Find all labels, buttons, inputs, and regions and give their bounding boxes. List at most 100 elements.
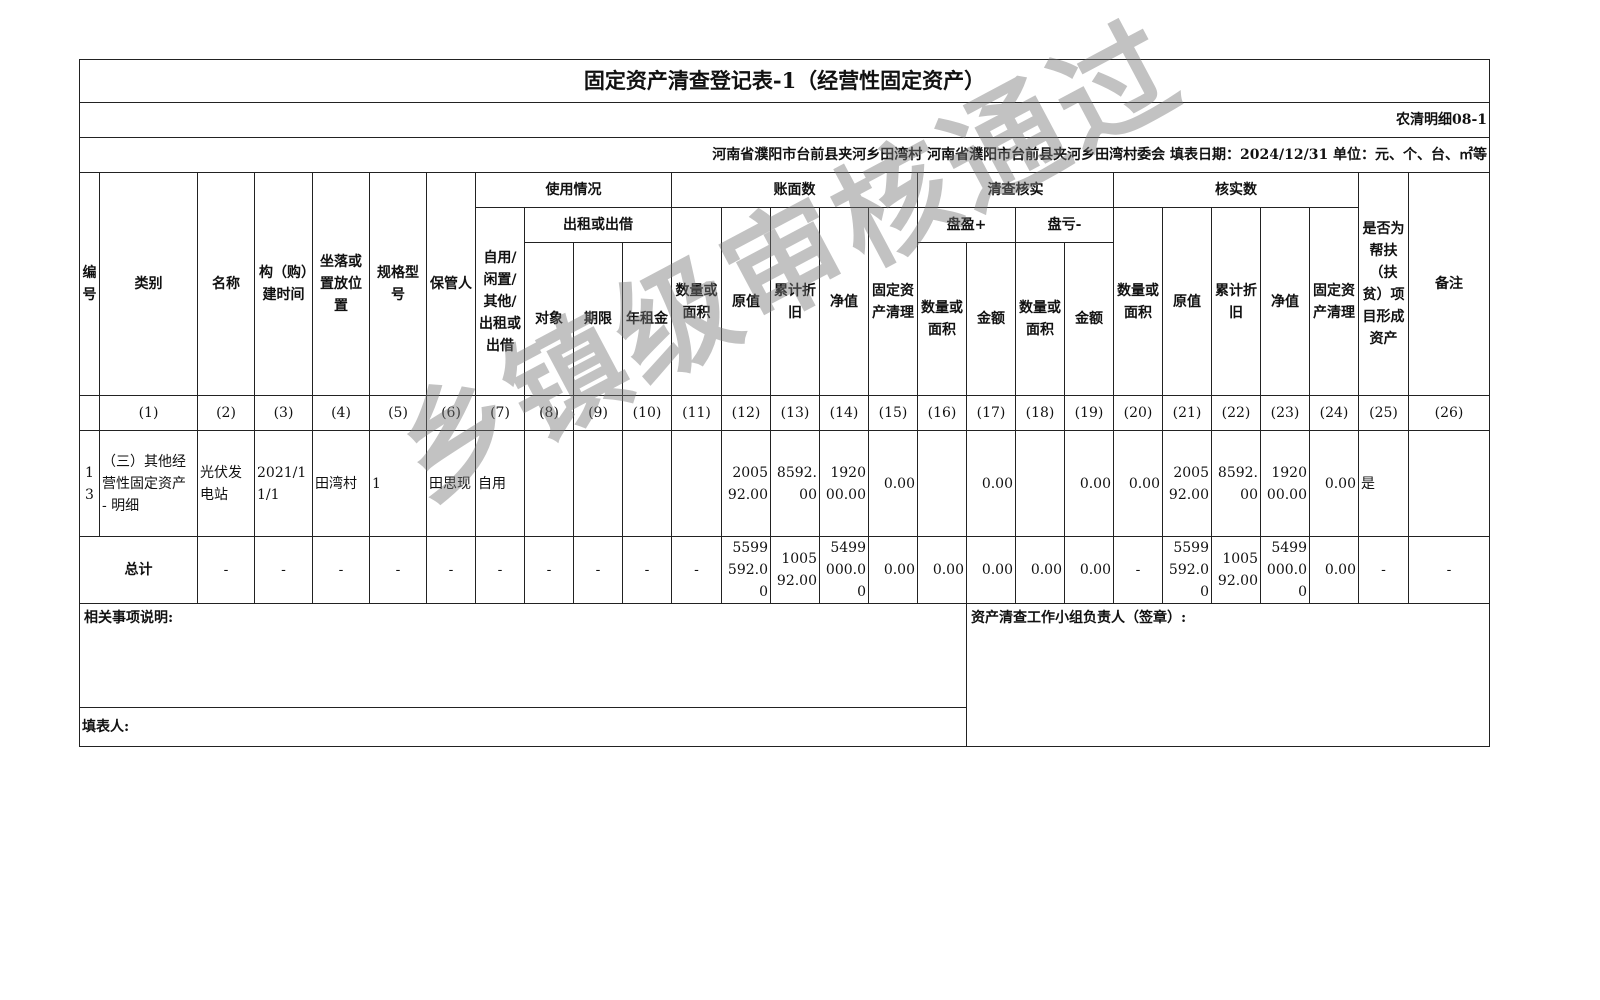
column-number: (3): [254, 395, 313, 431]
form-code: 农清明细08-1: [78, 102, 1491, 138]
table-cell: 自用: [475, 430, 525, 537]
total-cell: 5599592.00: [721, 536, 771, 604]
preparer-label: 填表人:: [82, 719, 130, 735]
total-cell: -: [524, 536, 574, 604]
header-lease: 出租或出借: [524, 207, 672, 243]
column-number: (10): [622, 395, 672, 431]
header-ver-qty: 数量或面积: [1113, 207, 1163, 396]
column-number: (6): [426, 395, 476, 431]
header-usage: 使用情况: [475, 172, 672, 208]
column-number: (16): [917, 395, 967, 431]
header-loss-qty: 数量或面积: [1015, 242, 1065, 396]
header-book-clear: 固定资产清理: [868, 207, 918, 396]
header-ver-net: 净值: [1260, 207, 1310, 396]
notes-field: 相关事项说明:: [79, 603, 967, 708]
column-number: (20): [1113, 395, 1163, 431]
table-cell: （三）其他经营性固定资产 - 明细: [99, 430, 198, 537]
table-cell: 田思现: [426, 430, 476, 537]
column-number: (19): [1064, 395, 1114, 431]
column-number: (14): [819, 395, 869, 431]
column-number: (11): [671, 395, 722, 431]
header-category: 类别: [99, 172, 198, 396]
column-number: (13): [770, 395, 820, 431]
preparer-field: 填表人:: [79, 707, 967, 747]
report-meta: 河南省濮阳市台前县夹河乡田湾村 河南省濮阳市台前县夹河乡田湾村委会 填表日期：2…: [78, 137, 1491, 173]
column-number: (25): [1358, 395, 1409, 431]
header-ver-clear: 固定资产清理: [1309, 207, 1359, 396]
table-cell: 192000.00: [819, 430, 869, 537]
column-number: (17): [966, 395, 1016, 431]
header-no: 编号: [79, 172, 100, 396]
total-cell: 100592.00: [770, 536, 820, 604]
notes-label: 相关事项说明:: [84, 610, 174, 626]
table-cell: 田湾村: [312, 430, 370, 537]
asset-register-table: 固定资产清查登记表-1（经营性固定资产） 农清明细08-1 河南省濮阳市台前县夹…: [78, 59, 1491, 747]
table-row: 13 （三）其他经营性固定资产 - 明细 光伏发电站 2021/11/1 田湾村 1 田思…: [79, 430, 1491, 537]
column-number: (9): [573, 395, 623, 431]
total-cell: -: [622, 536, 672, 604]
column-number-row: (1) (2) (3) (4) (5) (6) (7) (8) (9) (10) (11) (12)(…: [79, 395, 1491, 431]
column-number: (18): [1015, 395, 1065, 431]
column-number: (4): [312, 395, 370, 431]
header-location: 坐落或置放位置: [312, 172, 370, 396]
header-book-depr: 累计折旧: [770, 207, 820, 396]
header-loss: 盘亏-: [1015, 207, 1114, 243]
header-surplus: 盘盈+: [917, 207, 1016, 243]
total-cell: -: [197, 536, 255, 604]
header-poverty: 是否为帮扶（扶贫）项目形成资产: [1358, 172, 1409, 396]
total-cell: -: [254, 536, 313, 604]
total-cell: -: [1358, 536, 1409, 604]
total-cell: -: [1113, 536, 1163, 604]
total-label: 总计: [79, 536, 198, 604]
table-cell: 0.00: [966, 430, 1016, 537]
total-cell: 5499000.00: [819, 536, 869, 604]
total-cell: -: [369, 536, 427, 604]
column-number: (12): [721, 395, 771, 431]
total-cell: 100592.00: [1211, 536, 1261, 604]
total-cell: 0.00: [1064, 536, 1114, 604]
header-spec: 规格型号: [369, 172, 427, 396]
header-target: 对象: [524, 242, 574, 396]
table-cell: 200592.00: [1162, 430, 1212, 537]
total-cell: -: [312, 536, 370, 604]
table-cell: 200592.00: [721, 430, 771, 537]
header-remark: 备注: [1407, 172, 1491, 396]
total-cell: 0.00: [1309, 536, 1359, 604]
table-cell: 1: [369, 430, 427, 537]
table-cell: 光伏发电站: [197, 430, 255, 537]
column-number: (21): [1162, 395, 1212, 431]
table-cell: 0.00: [1309, 430, 1359, 537]
leader-signature-field: 资产清查工作小组负责人（签章）:: [965, 603, 1491, 747]
header-check: 清查核实: [917, 172, 1114, 208]
header-keeper: 保管人: [426, 172, 476, 396]
total-cell: 5599592.00: [1162, 536, 1212, 604]
total-cell: 0.00: [868, 536, 918, 604]
header-ver-orig: 原值: [1162, 207, 1212, 396]
table-cell: 0.00: [1113, 430, 1163, 537]
total-cell: -: [475, 536, 525, 604]
total-cell: -: [426, 536, 476, 604]
blank-cell: [79, 395, 100, 431]
header-surplus-amount: 金额: [966, 242, 1016, 396]
row-no: 13: [79, 430, 100, 537]
table-cell: 0.00: [1064, 430, 1114, 537]
total-cell: -: [573, 536, 623, 604]
total-cell: -: [1407, 536, 1491, 604]
header-rent: 年租金: [622, 242, 672, 396]
table-cell: 2021/11/1: [254, 430, 313, 537]
column-number: (26): [1407, 395, 1491, 431]
column-number: (23): [1260, 395, 1310, 431]
table-cell: [622, 430, 672, 537]
header-book-net: 净值: [819, 207, 869, 396]
column-number: (2): [197, 395, 255, 431]
table-cell: [917, 430, 967, 537]
table-cell: 192000.00: [1260, 430, 1310, 537]
table-cell: 8592.00: [1211, 430, 1261, 537]
table-cell: [524, 430, 574, 537]
column-number: (22): [1211, 395, 1261, 431]
column-number: (24): [1309, 395, 1359, 431]
total-cell: 0.00: [966, 536, 1016, 604]
total-row: 总计 - - - - - - - - - -5599592.00 100592.00 5499000.…: [79, 536, 1491, 604]
total-cell: 0.00: [1015, 536, 1065, 604]
total-cell: 5499000.00: [1260, 536, 1310, 604]
